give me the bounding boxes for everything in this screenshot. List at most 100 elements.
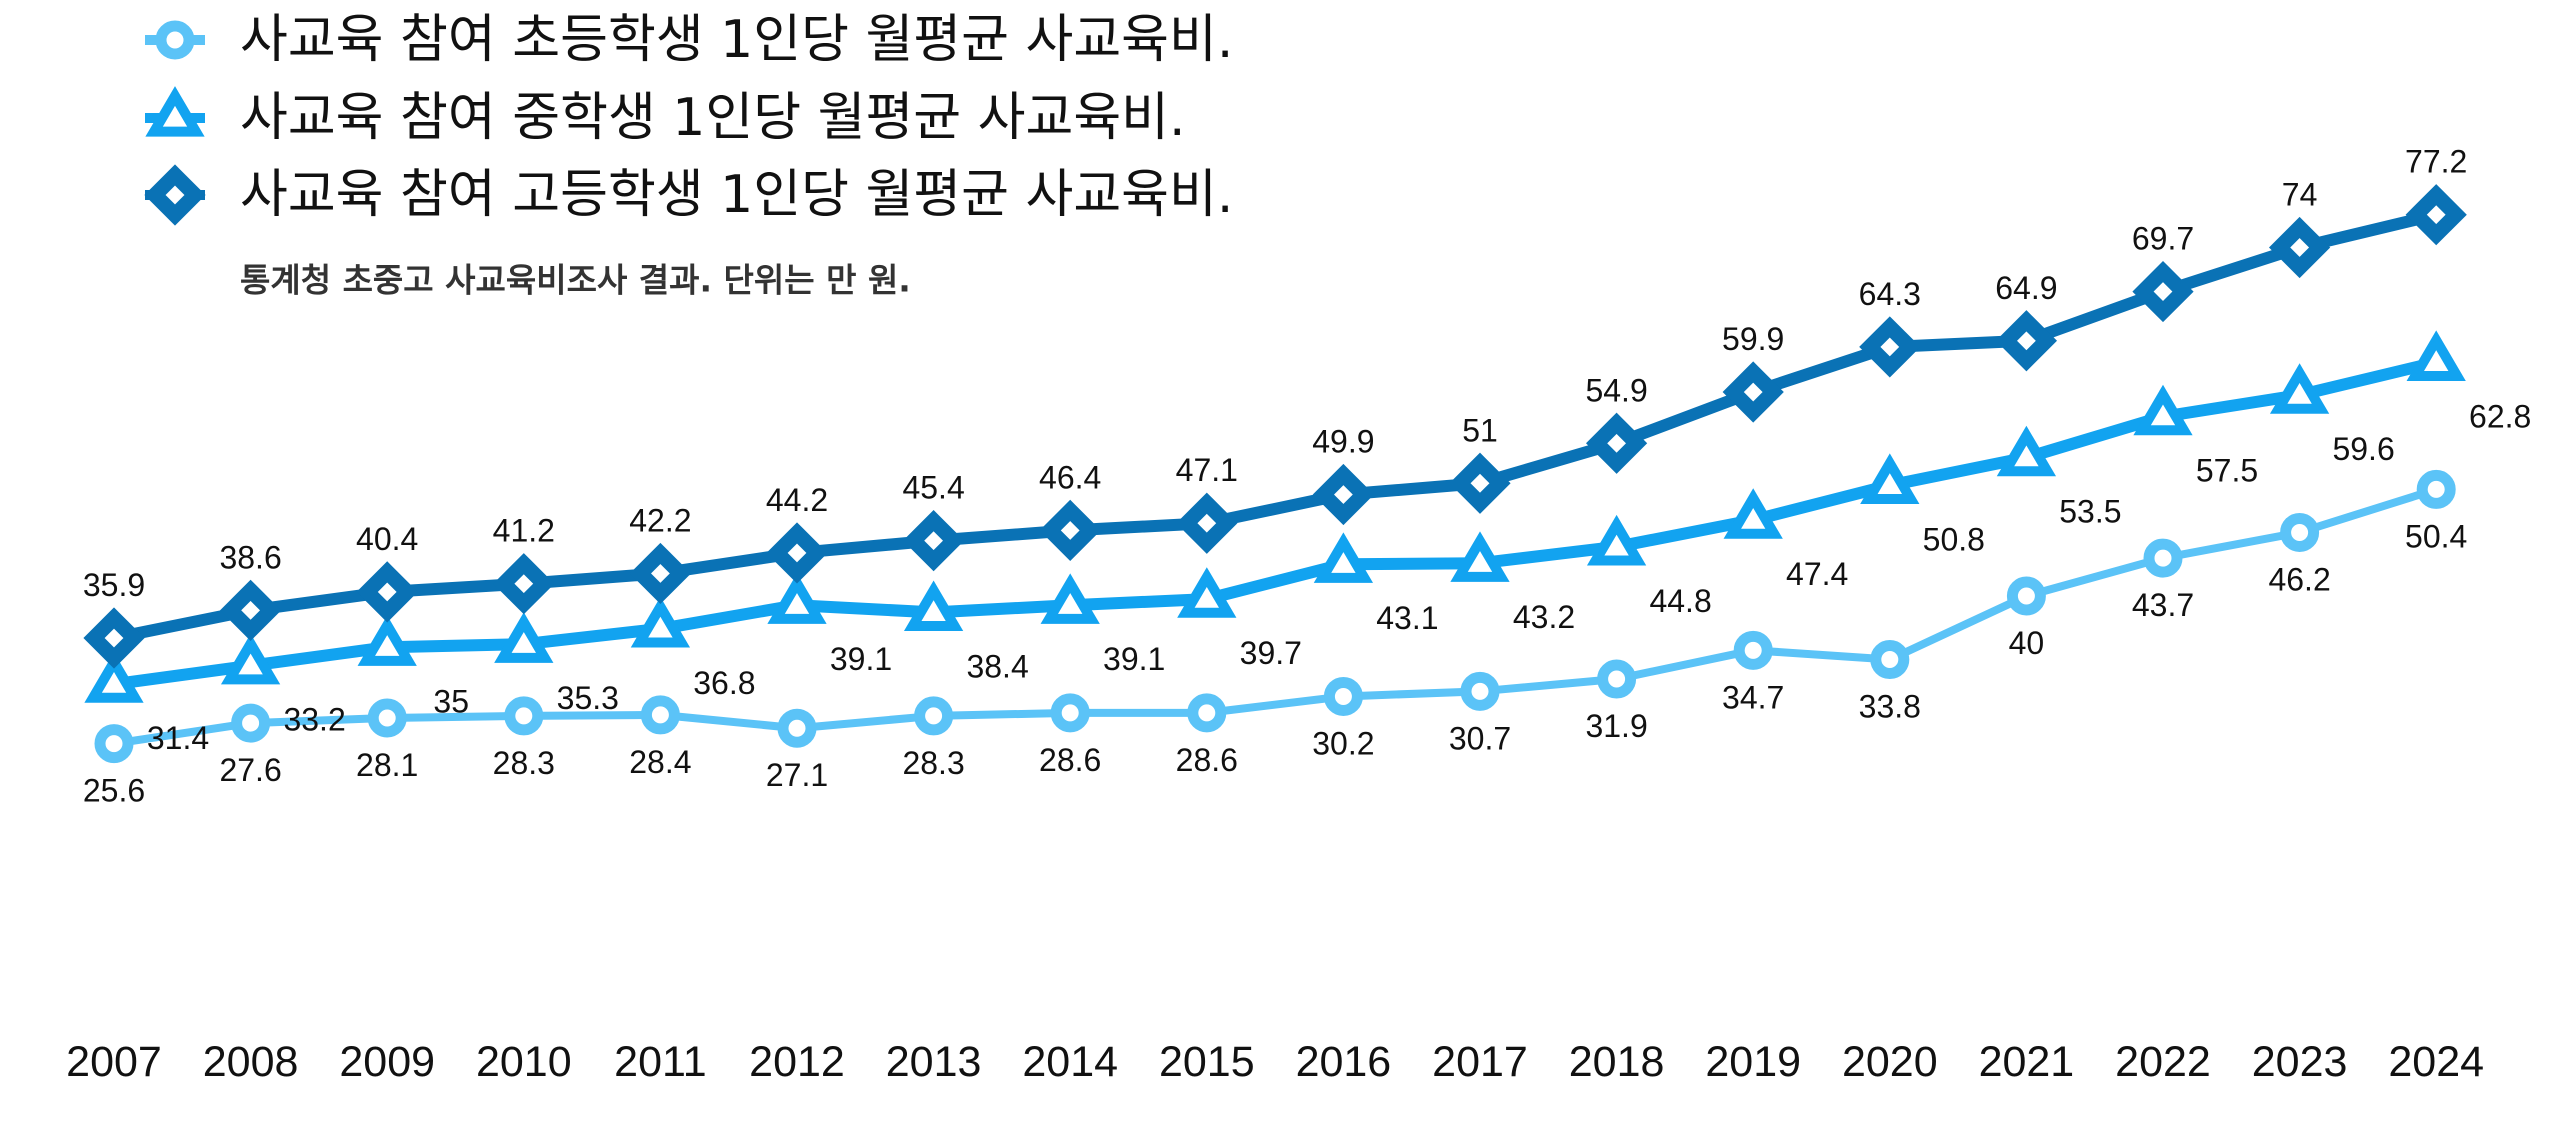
data-point-circle [2006, 576, 2046, 616]
data-label: 50.8 [1923, 521, 1985, 557]
data-label: 41.2 [493, 513, 555, 549]
data-point-triangle [903, 580, 964, 632]
data-point-diamond [766, 522, 828, 584]
legend-label-middle: 사교육 참여 중학생 1인당 월평균 사교육비. [240, 88, 1186, 148]
data-point-circle [2143, 538, 2183, 578]
data-label: 47.1 [1176, 452, 1238, 488]
chart-subtitle: 통계청 초중고 사교육비조사 결과. 단위는 만 원. [240, 261, 911, 300]
data-point-diamond [1722, 361, 1784, 423]
data-point-triangle [357, 615, 417, 666]
data-label: 27.6 [219, 752, 281, 788]
data-label: 42.2 [629, 502, 691, 538]
x-tick-label: 2024 [2388, 1038, 2484, 1086]
data-point-circle [640, 695, 680, 735]
x-tick-label: 2022 [2115, 1038, 2211, 1086]
data-label: 33.8 [1859, 689, 1921, 725]
data-label: 59.9 [1722, 321, 1784, 357]
data-point-diamond [2132, 260, 2194, 323]
data-point-triangle [767, 573, 827, 624]
data-point-circle [1870, 640, 1910, 680]
data-label: 47.4 [1786, 556, 1848, 592]
data-label: 77.2 [2405, 144, 2467, 180]
legend-label-high: 사교육 참여 고등학생 1인당 월평균 사교육비. [240, 165, 1233, 225]
data-point-triangle [2406, 330, 2466, 381]
data-label: 43.7 [2132, 587, 2194, 623]
data-label: 40.4 [356, 521, 418, 557]
data-point-diamond [1312, 463, 1375, 526]
data-point-triangle [2133, 384, 2193, 436]
legend-diamond-icon [144, 164, 206, 226]
data-point-diamond [629, 542, 692, 605]
data-label: 46.4 [1039, 459, 1101, 495]
series-diamond [83, 184, 2467, 669]
data-point-triangle [630, 596, 691, 648]
data-point-circle [777, 708, 817, 748]
data-point-triangle [1313, 532, 1374, 583]
data-label: 54.9 [1585, 372, 1647, 408]
data-label: 35.9 [83, 567, 145, 603]
series-circle [94, 469, 2456, 764]
legend-diamond-marker-icon [144, 164, 206, 226]
data-label: 43.2 [1513, 599, 1575, 635]
data-point-triangle [220, 633, 281, 685]
x-tick-label: 2023 [2252, 1038, 2348, 1086]
data-point-diamond [1176, 492, 1238, 554]
data-label: 39.1 [1103, 641, 1165, 677]
data-point-circle [1597, 659, 1637, 699]
x-tick-label: 2015 [1159, 1038, 1255, 1086]
data-label: 28.3 [902, 745, 964, 781]
legend-label-elementary: 사교육 참여 초등학생 1인당 월평균 사교육비. [240, 10, 1233, 70]
data-label: 35 [433, 683, 469, 719]
data-label: 28.1 [356, 747, 418, 783]
data-point-triangle [2269, 363, 2330, 414]
data-point-diamond [356, 561, 418, 623]
data-label: 64.9 [1995, 270, 2057, 306]
legend-triangle-marker-icon [145, 86, 205, 137]
x-tick-label: 2021 [1979, 1038, 2075, 1086]
data-label: 27.1 [766, 757, 828, 793]
data-label: 30.7 [1449, 720, 1511, 756]
x-tick-label: 2017 [1432, 1038, 1528, 1086]
data-point-circle [1050, 693, 1090, 733]
series-line [113, 356, 2438, 691]
data-label: 44.8 [1649, 583, 1711, 619]
data-point-diamond [493, 553, 555, 615]
x-tick-label: 2009 [339, 1038, 435, 1086]
data-label: 34.7 [1722, 679, 1784, 715]
data-label: 40 [2009, 625, 2045, 661]
x-tick-label: 2011 [614, 1038, 706, 1086]
series-layer [83, 184, 2467, 764]
data-label: 31.4 [147, 720, 209, 756]
data-point-triangle [1860, 453, 1920, 504]
series-line [113, 485, 2438, 748]
legend-item-middle: 사교육 참여 중학생 1인당 월평균 사교육비. [145, 86, 1186, 148]
data-label: 51 [1462, 412, 1498, 448]
data-label: 53.5 [2059, 494, 2121, 530]
x-tick-label: 2013 [886, 1038, 982, 1086]
x-axis-tick-labels: 2007 2008 2009 2010 2011 2012 2013 2014 2015 2016… [66, 1038, 2484, 1086]
x-tick-label: 2014 [1022, 1038, 1118, 1086]
data-point-triangle [1723, 488, 1783, 539]
data-point-circle [367, 698, 407, 738]
data-label: 38.4 [966, 648, 1028, 684]
data-point-diamond [219, 579, 282, 641]
data-point-diamond [902, 510, 965, 572]
data-point-circle [94, 724, 134, 764]
data-point-circle [2416, 469, 2456, 509]
data-label: 33.2 [283, 702, 345, 738]
legend: 사교육 참여 초등학생 1인당 월평균 사교육비. 사교육 참여 중학생 1인당… [144, 10, 1233, 226]
data-label: 46.2 [2268, 561, 2330, 597]
data-label: 28.6 [1176, 742, 1238, 778]
x-tick-label: 2020 [1842, 1038, 1938, 1086]
data-point-diamond [1585, 412, 1648, 474]
data-point-triangle [1996, 425, 2057, 477]
x-tick-label: 2018 [1569, 1038, 1665, 1086]
legend-triangle-icon [145, 86, 205, 137]
series-triangle [84, 330, 2466, 703]
data-point-diamond [1859, 316, 1921, 378]
data-label: 64.3 [1859, 276, 1921, 312]
data-point-circle [1733, 630, 1773, 670]
data-point-circle [231, 703, 271, 743]
data-label: 43.1 [1376, 600, 1438, 636]
x-tick-label: 2008 [203, 1038, 299, 1086]
